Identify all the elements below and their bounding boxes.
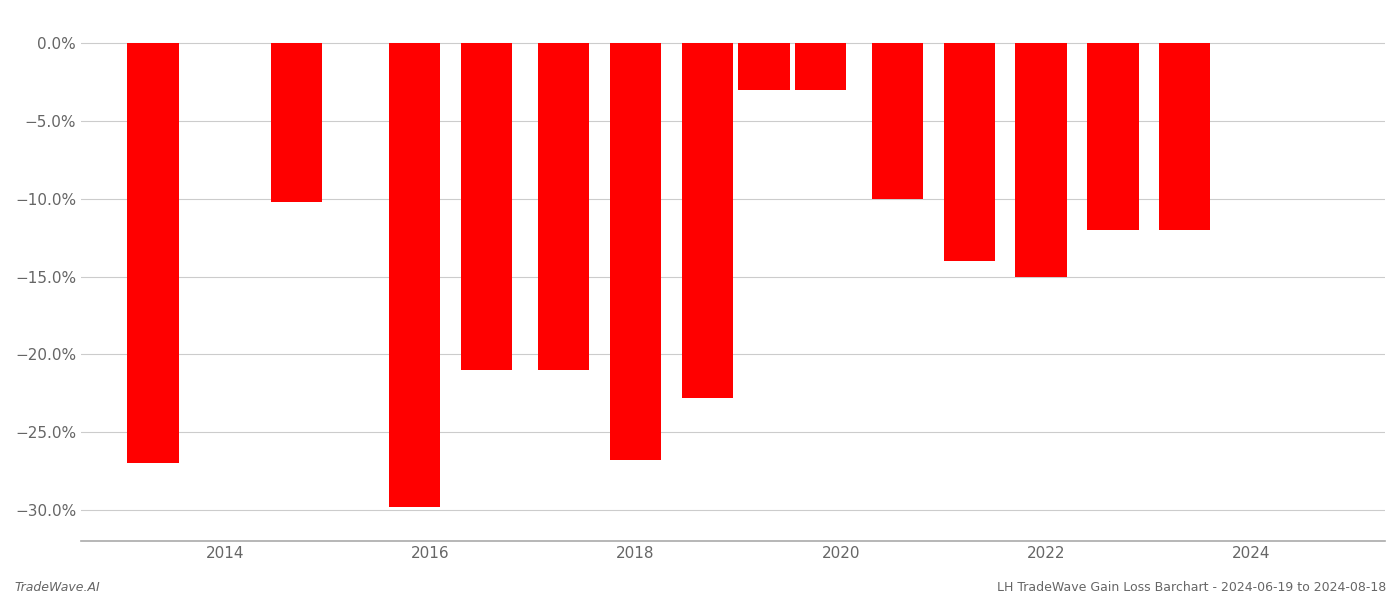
Bar [1088, 43, 1138, 230]
Bar [944, 43, 995, 261]
Bar [538, 43, 589, 370]
Bar [872, 43, 923, 199]
Bar [127, 43, 179, 463]
Bar [610, 43, 661, 460]
Text: TradeWave.AI: TradeWave.AI [14, 581, 99, 594]
Bar [461, 43, 512, 370]
Bar [1159, 43, 1211, 230]
Bar [389, 43, 441, 507]
Bar [272, 43, 322, 202]
Bar [1015, 43, 1067, 277]
Bar [795, 43, 846, 90]
Bar [738, 43, 790, 90]
Text: LH TradeWave Gain Loss Barchart - 2024-06-19 to 2024-08-18: LH TradeWave Gain Loss Barchart - 2024-0… [997, 581, 1386, 594]
Bar [682, 43, 734, 398]
